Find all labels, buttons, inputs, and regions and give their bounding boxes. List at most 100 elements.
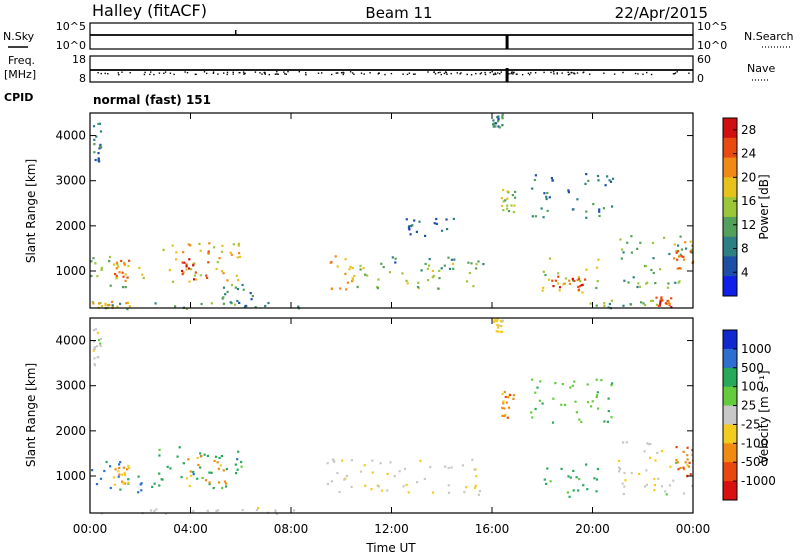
- heatmap-cell: [432, 274, 435, 277]
- heatmap-cell: [405, 218, 408, 221]
- nave-dot: [259, 72, 261, 74]
- nave-dot: [129, 72, 131, 74]
- nave-dot: [456, 72, 458, 74]
- nave-dot: [317, 72, 320, 74]
- heatmap-cell: [108, 260, 111, 263]
- nave-dot: [521, 74, 524, 76]
- nave-dot: [637, 73, 639, 75]
- heatmap-cell: [630, 251, 633, 254]
- heatmap-cell: [220, 455, 223, 458]
- heatmap-cell: [656, 451, 659, 455]
- heatmap-cell: [109, 284, 112, 287]
- nave-dot: [223, 72, 225, 74]
- heatmap-cell: [473, 486, 477, 490]
- heatmap-cell: [531, 416, 534, 419]
- heatmap-cell: [93, 138, 96, 141]
- heatmap-cell: [592, 203, 595, 206]
- nave-dot: [570, 71, 572, 74]
- heatmap-cell: [183, 261, 186, 264]
- heatmap-cell: [586, 401, 590, 404]
- heatmap-cell: [511, 194, 514, 197]
- heatmap-cell: [334, 255, 337, 258]
- heatmap-cell: [507, 210, 511, 213]
- heatmap-cell: [394, 257, 397, 260]
- heatmap-cell: [514, 190, 517, 193]
- heatmap-cell: [680, 248, 684, 251]
- heatmap-cell: [611, 177, 615, 180]
- heatmap-cell: [201, 476, 204, 480]
- heatmap-cell: [330, 480, 333, 483]
- nave-dot: [274, 73, 277, 75]
- heatmap-cell: [138, 266, 141, 269]
- heatmap-cell: [453, 258, 456, 261]
- y-tick-label: 2000: [55, 219, 86, 233]
- heatmap-cell: [206, 454, 209, 457]
- freq-trace: [90, 68, 693, 82]
- heatmap-cell: [463, 491, 466, 494]
- nave-dot: [264, 72, 266, 74]
- heatmap-cell: [636, 247, 639, 250]
- figure-title: Halley (fitACF): [92, 1, 207, 20]
- heatmap-cell: [440, 267, 443, 270]
- nsky-tick-low: 10^0: [56, 39, 86, 52]
- heatmap-cell: [108, 303, 111, 307]
- heatmap-cell: [659, 268, 662, 271]
- heatmap-cell: [538, 399, 541, 402]
- heatmap-cell: [128, 305, 131, 308]
- heatmap-cell: [123, 263, 126, 266]
- heatmap-cell: [241, 283, 244, 287]
- heatmap-cell: [560, 467, 563, 470]
- heatmap-cell: [552, 397, 555, 400]
- heatmap-cell: [451, 262, 455, 265]
- heatmap-cell: [501, 414, 504, 417]
- heatmap-cell: [603, 302, 606, 305]
- heatmap-cell: [123, 474, 127, 477]
- heatmap-cell: [362, 267, 365, 270]
- heatmap-cell: [564, 277, 568, 280]
- heatmap-cell: [672, 479, 675, 482]
- heatmap-cell: [596, 174, 600, 178]
- heatmap-cell: [447, 466, 450, 470]
- heatmap-cell: [111, 300, 114, 303]
- heatmap-cell: [175, 251, 178, 254]
- heatmap-cell: [666, 299, 669, 303]
- nave-dot: [150, 71, 152, 73]
- heatmap-cell: [534, 391, 537, 394]
- heatmap-cell: [501, 115, 504, 118]
- heatmap-cell: [104, 302, 107, 305]
- heatmap-cell: [567, 191, 570, 194]
- heatmap-cell: [680, 255, 683, 258]
- heatmap-cell: [117, 265, 120, 268]
- heatmap-cell: [578, 418, 581, 421]
- nave-dot: [556, 73, 558, 75]
- heatmap-cell: [640, 301, 643, 304]
- heatmap-cell: [237, 450, 240, 453]
- heatmap-cell: [579, 280, 582, 283]
- velocity-x-axis: 00:00 04:00 08:00 12:00 16:00 20:00 00:00: [73, 318, 710, 536]
- heatmap-cell: [495, 330, 498, 333]
- heatmap-cell: [447, 256, 450, 259]
- nave-dot: [164, 71, 167, 73]
- heatmap-cell: [185, 477, 188, 480]
- heatmap-cell: [465, 486, 468, 489]
- heatmap-cell: [407, 491, 410, 494]
- heatmap-cell: [643, 450, 646, 453]
- heatmap-cell: [530, 411, 533, 414]
- nave-dot: [254, 71, 257, 73]
- heatmap-cell: [506, 204, 509, 207]
- heatmap-cell: [686, 458, 689, 461]
- freq-panel: 18 8 60 0 Freq. [MHz] Nave: [4, 53, 775, 85]
- heatmap-cell: [543, 478, 546, 481]
- heatmap-cell: [691, 244, 694, 247]
- heatmap-cell: [542, 286, 545, 289]
- heatmap-cell: [567, 189, 570, 192]
- heatmap-cell: [448, 267, 452, 270]
- heatmap-cell: [402, 485, 405, 488]
- heatmap-cell: [96, 331, 99, 334]
- nave-dot: [402, 73, 404, 75]
- heatmap-cell: [359, 470, 363, 473]
- heatmap-cell: [585, 463, 588, 466]
- heatmap-cell: [560, 403, 563, 406]
- nave-dot: [331, 73, 333, 76]
- nave-dot: [384, 73, 386, 76]
